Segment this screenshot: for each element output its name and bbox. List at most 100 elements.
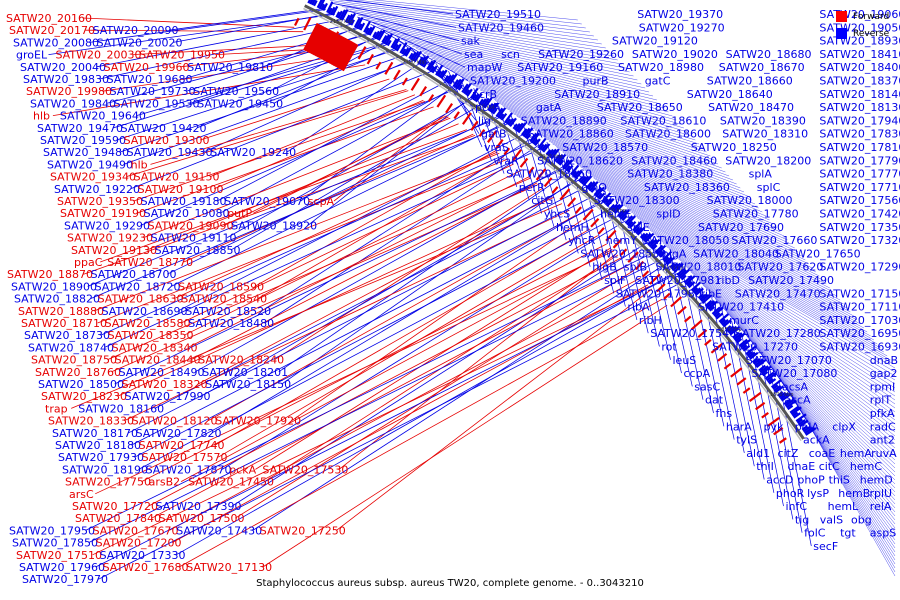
connector-line [454, 72, 715, 161]
reverse-feature [701, 294, 713, 304]
connector-line [369, 21, 630, 73]
connector-line [472, 84, 733, 181]
gene-label: SATW20_19270 [639, 21, 725, 34]
connector-line [690, 271, 896, 437]
connector-line [128, 194, 598, 434]
gene-label: SATW20_17810 [819, 141, 900, 154]
reverse-feature [620, 209, 630, 220]
gene-label: glnQ [581, 181, 607, 194]
reverse-feature [765, 372, 777, 382]
reverse-feature [803, 426, 814, 435]
gene-label: SATW20_18250 [691, 141, 777, 154]
gene-label: SATW20_19460 [458, 21, 544, 34]
reverse-feature [483, 97, 493, 109]
forward-feature [511, 149, 522, 162]
gene-label: SATW20_18630 [98, 293, 184, 306]
connector-line [548, 140, 809, 265]
gene-label: splB [624, 261, 647, 274]
forward-feature [375, 61, 382, 70]
reverse-feature [787, 404, 794, 411]
connector-line [656, 236, 896, 393]
reverse-feature [632, 221, 643, 232]
forward-feature [325, 34, 343, 63]
gene-label: SATW20_17070 [746, 354, 832, 367]
gene-label: pcrA [475, 101, 501, 114]
connector-line [729, 315, 896, 489]
connector-line [215, 228, 591, 446]
gene-label: splD [656, 208, 680, 221]
gene-label: SATW20_18660 [707, 75, 793, 88]
reverse-feature [629, 221, 637, 229]
reverse-feature [399, 42, 408, 54]
gene-label: SATW20_17560 [819, 194, 900, 207]
gene-label: SATW20_18980 [618, 61, 704, 74]
gene-label: hemY [606, 234, 637, 247]
gene-label: SATW20_18190 [62, 463, 148, 476]
gene-label: SATW20_18710 [21, 317, 107, 330]
reverse-feature [307, 0, 312, 4]
reverse-feature [801, 425, 808, 431]
forward-feature [339, 42, 357, 71]
reverse-feature [626, 215, 637, 226]
reverse-feature [609, 203, 616, 210]
reverse-feature [690, 281, 702, 292]
connector-line [181, 163, 514, 324]
gene-label: secF [813, 540, 838, 553]
reverse-feature [339, 9, 346, 20]
connector-line [431, 57, 692, 137]
reverse-feature [780, 392, 792, 402]
gene-label: SATW20_19960 [104, 61, 190, 74]
gene-label: sasC [694, 380, 720, 393]
reverse-feature [548, 148, 557, 158]
gene-label: SATW20_17080 [751, 367, 837, 380]
gene-label: rplT [870, 394, 892, 407]
forward-feature [303, 17, 312, 31]
gene-label: SATW20_17710 [819, 181, 900, 194]
connector-line [408, 43, 669, 113]
reverse-feature [309, 0, 314, 5]
connector-line [100, 129, 467, 263]
reverse-feature [618, 209, 627, 219]
forward-feature [641, 270, 650, 278]
reverse-feature [383, 34, 391, 45]
connector-line [174, 151, 498, 299]
reverse-feature [778, 391, 787, 399]
gene-label: SATW20_18520 [185, 305, 271, 318]
reverse-feature [797, 419, 806, 426]
reverse-feature [736, 338, 743, 344]
connector-line [483, 92, 745, 193]
connector-line [172, 284, 649, 543]
reverse-feature [507, 117, 514, 126]
gene-label: gatC [645, 75, 671, 88]
connector-line [749, 339, 896, 517]
reverse-feature [311, 0, 316, 6]
reverse-feature [581, 175, 590, 185]
gene-label: SATW20_18440 [115, 354, 201, 367]
reverse-feature [440, 69, 448, 80]
connector-line [234, 270, 635, 519]
gene-label: ald1 [746, 447, 770, 460]
reverse-feature [683, 275, 693, 284]
connector-line [636, 217, 896, 369]
connector-line [741, 329, 896, 505]
connector-line [627, 208, 888, 357]
reverse-feature [590, 186, 597, 193]
reverse-feature [505, 118, 512, 125]
reverse-feature [443, 75, 450, 82]
gene-label: ribE [701, 287, 723, 300]
gene-label: coaE [809, 447, 836, 460]
forward-feature [559, 188, 571, 201]
connector-line [217, 80, 449, 202]
gene-label: SATW20_20030 [56, 49, 142, 62]
reverse-feature [386, 39, 392, 47]
reverse-feature [753, 358, 761, 365]
reverse-feature [606, 198, 615, 207]
reverse-feature [636, 226, 646, 236]
reverse-feature [512, 123, 518, 130]
gene-label: SATW20_18890 [521, 114, 607, 127]
connector-line [696, 278, 896, 445]
connector-line [702, 284, 896, 453]
forward-feature [683, 315, 692, 323]
reverse-feature [796, 418, 803, 424]
reverse-feature [718, 313, 730, 323]
